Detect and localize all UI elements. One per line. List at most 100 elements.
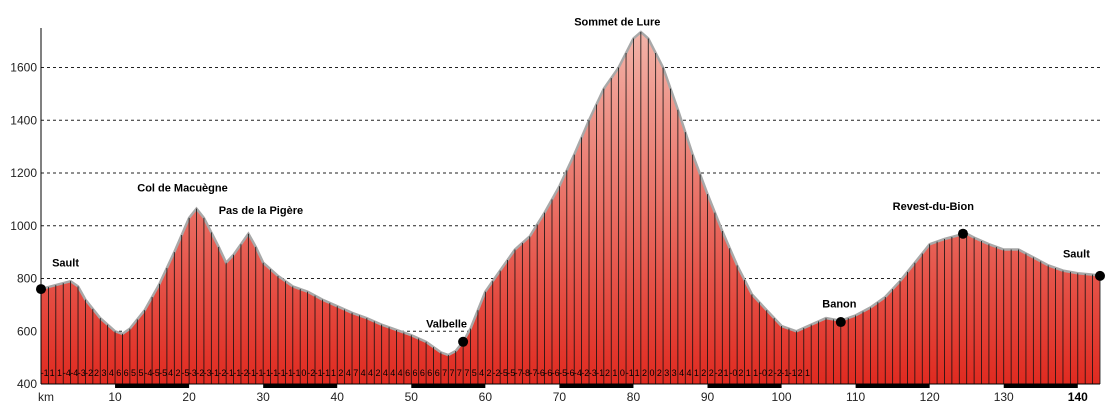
x-tick-label: 20 bbox=[182, 390, 196, 404]
gradient-label: 2 bbox=[798, 368, 803, 378]
x-tick-label: 60 bbox=[479, 390, 493, 404]
gradient-label: -2 bbox=[196, 368, 204, 378]
gradient-label: -2 bbox=[715, 368, 723, 378]
poi-marker bbox=[458, 336, 469, 347]
gradient-label: 4 bbox=[361, 368, 366, 378]
x-tick-label: 80 bbox=[627, 390, 641, 404]
gradient-label: 7 bbox=[464, 368, 469, 378]
gradient-label: -1 bbox=[315, 368, 323, 378]
gradient-label: -1 bbox=[226, 368, 234, 378]
gradient-label: 1 bbox=[694, 368, 699, 378]
gradient-label: 0 bbox=[649, 368, 654, 378]
gradient-label: -4 bbox=[70, 368, 78, 378]
gradient-label: 2 bbox=[709, 368, 714, 378]
gradient-label: 4 bbox=[686, 368, 691, 378]
axis-km-band bbox=[1003, 384, 1078, 388]
gradient-label: -2 bbox=[218, 368, 226, 378]
gradient-label: -1 bbox=[211, 368, 219, 378]
gradient-label: -6 bbox=[566, 368, 574, 378]
gradient-label: -1 bbox=[263, 368, 271, 378]
gradient-label: 2 bbox=[738, 368, 743, 378]
place-label: Sommet de Lure bbox=[574, 16, 660, 28]
gradient-label: 6 bbox=[412, 368, 417, 378]
place-label: Banon bbox=[822, 299, 857, 311]
x-tick-label: 70 bbox=[553, 390, 567, 404]
gradient-label: 4 bbox=[390, 368, 395, 378]
x-tick-label: 100 bbox=[772, 390, 792, 404]
gradient-label: -1 bbox=[278, 368, 286, 378]
gradient-label: 1 bbox=[724, 368, 729, 378]
gradient-label: 7 bbox=[457, 368, 462, 378]
gradient-label: -2 bbox=[241, 368, 249, 378]
gradient-label: -1 bbox=[781, 368, 789, 378]
gradient-label: -3 bbox=[78, 368, 86, 378]
axis-km-band bbox=[559, 384, 634, 388]
gradient-label: 4 bbox=[679, 368, 684, 378]
x-tick-label: 140 bbox=[1068, 390, 1088, 404]
gradient-label: -1 bbox=[285, 368, 293, 378]
gradient-label: -5 bbox=[507, 368, 515, 378]
x-tick-label: 130 bbox=[994, 390, 1014, 404]
poi-marker bbox=[36, 284, 46, 295]
gradient-label: -2 bbox=[85, 368, 93, 378]
gradient-label: 6 bbox=[405, 368, 410, 378]
gradient-label: -8 bbox=[522, 368, 530, 378]
axis-km-band bbox=[115, 384, 190, 388]
gradient-labels: -1 1 1 -4 -4 -3 -2 2 3 4 6 6 5 5 -4 -5 -5 4 2 -5 -3 -2 -3 -1 -2-… bbox=[41, 368, 810, 378]
gradient-label: -6 bbox=[537, 368, 545, 378]
gradient-label: 2 bbox=[94, 368, 99, 378]
gradient-label: -1 bbox=[41, 368, 49, 378]
gradient-label: 5 bbox=[138, 368, 143, 378]
axes bbox=[40, 28, 1100, 388]
gradient-label: -0 bbox=[759, 368, 767, 378]
gradient-label: -0 bbox=[729, 368, 737, 378]
gradient-label: 2 bbox=[657, 368, 662, 378]
gradient-label: -1 bbox=[626, 368, 634, 378]
y-tick-label: 1600 bbox=[10, 61, 37, 75]
gradient-label: 0 bbox=[620, 368, 625, 378]
gradient-label: -5 bbox=[159, 368, 167, 378]
gradient-label: 7 bbox=[450, 368, 455, 378]
gradient-label: -3 bbox=[204, 368, 212, 378]
y-tick-label: 1400 bbox=[10, 113, 37, 127]
gradient-label: 2 bbox=[487, 368, 492, 378]
points-of-interest bbox=[36, 228, 1105, 347]
place-labels: Sault Col de Macuègne Pas de la Pigère Valb… bbox=[52, 16, 1090, 330]
place-label: Pas de la Pigère bbox=[219, 205, 303, 217]
gradient-label: 6 bbox=[420, 368, 425, 378]
gradient-label: 5 bbox=[131, 368, 136, 378]
gradient-label: -1 bbox=[270, 368, 278, 378]
gradient-label: 6 bbox=[427, 368, 432, 378]
gradient-label: 6 bbox=[116, 368, 121, 378]
gradient-label: -7 bbox=[515, 368, 523, 378]
y-tick-label: 1200 bbox=[10, 166, 37, 180]
gradient-label: 7 bbox=[442, 368, 447, 378]
gradient-label: 4 bbox=[383, 368, 388, 378]
gradient-label: -3 bbox=[589, 368, 597, 378]
poi-marker bbox=[957, 228, 968, 239]
x-tick-label: 90 bbox=[701, 390, 715, 404]
x-tick-label: 40 bbox=[331, 390, 345, 404]
gradient-label: 3 bbox=[101, 368, 106, 378]
gradient-label: -5 bbox=[500, 368, 508, 378]
gradient-label: 4 bbox=[368, 368, 373, 378]
x-tick-label: 30 bbox=[256, 390, 270, 404]
gradient-label: 5 bbox=[472, 368, 477, 378]
gradient-label: 4 bbox=[346, 368, 351, 378]
place-label: Sault bbox=[1063, 248, 1090, 260]
y-tick-label: 400 bbox=[17, 377, 37, 391]
poi-marker bbox=[1095, 270, 1105, 281]
x-tick-label: 110 bbox=[846, 390, 865, 404]
gradient-label: -2 bbox=[307, 368, 315, 378]
gradient-label: 6 bbox=[435, 368, 440, 378]
x-tick-label: 120 bbox=[920, 390, 940, 404]
elevation-fill bbox=[41, 32, 1100, 384]
place-label: Revest-du-Bion bbox=[893, 201, 975, 213]
x-axis-unit-label: km bbox=[38, 390, 54, 404]
x-tick-label: 10 bbox=[108, 390, 122, 404]
place-label: Col de Macuègne bbox=[137, 182, 227, 194]
gradient-label: 2 bbox=[375, 368, 380, 378]
gradient-label: -2 bbox=[581, 368, 589, 378]
gradient-label: 2 bbox=[642, 368, 647, 378]
